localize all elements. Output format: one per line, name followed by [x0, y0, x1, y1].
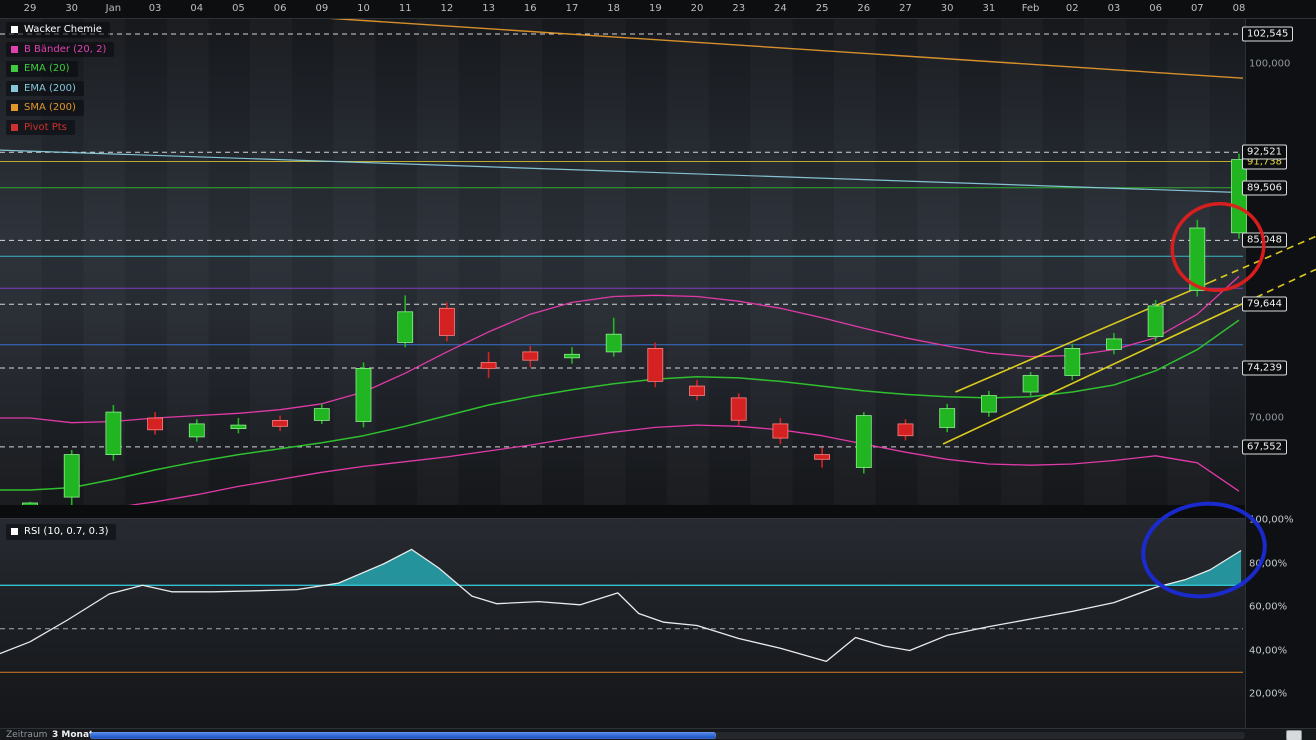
legend-swatch-icon [11, 26, 18, 33]
time-tick: 30 [65, 3, 79, 14]
time-tick: 23 [732, 3, 746, 14]
bottom-toolbar: Zeitraum 3 Monate [0, 728, 1316, 740]
timeline-scrollbar-track[interactable] [90, 732, 1245, 739]
bottom-right-button[interactable] [1286, 730, 1302, 740]
legend-swatch-icon [11, 528, 18, 535]
time-tick: 06 [1149, 3, 1162, 14]
rsi-panel-background [0, 518, 1245, 729]
legend-item[interactable]: EMA (20) [6, 61, 78, 77]
time-tick: 17 [565, 3, 579, 14]
legend-label: B Bänder (20, 2) [24, 43, 107, 55]
time-tick: 26 [857, 3, 871, 14]
time-tick: 29 [23, 3, 37, 14]
legend-swatch-icon [11, 84, 18, 92]
time-tick: 31 [982, 3, 996, 14]
main-chart-grid-stripes [0, 18, 1245, 505]
time-tick: 18 [607, 3, 621, 14]
legend-item[interactable]: Wacker Chemie [6, 22, 110, 38]
timeframe-value[interactable]: 3 Monate [52, 730, 100, 740]
rsi-legend: RSI (10, 0.7, 0.3) [6, 524, 117, 544]
legend-swatch-icon [11, 45, 18, 53]
legend-item[interactable]: B Bänder (20, 2) [6, 41, 115, 57]
time-tick: Jan [105, 3, 122, 14]
main-legend: Wacker Chemie B Bänder (20, 2) EMA (20) EMA… [6, 22, 115, 139]
time-tick: 10 [357, 3, 370, 14]
time-tick: 07 [1190, 3, 1204, 14]
time-tick: 04 [190, 3, 204, 14]
time-axis[interactable]: 29 30 Jan 03 04 05 06 09 10 11 12 13 16 17 18 19 20 23 24 2… [0, 0, 1316, 19]
timeline-scrollbar-thumb[interactable] [90, 732, 716, 739]
time-tick: 30 [940, 3, 954, 14]
legend-swatch-icon [11, 65, 18, 72]
time-tick: 12 [440, 3, 454, 14]
time-tick: Feb [1021, 3, 1040, 14]
time-tick: 03 [148, 3, 162, 14]
legend-item[interactable]: Pivot Pts [6, 119, 75, 135]
legend-swatch-icon [11, 123, 18, 131]
time-tick: 16 [523, 3, 537, 14]
time-tick: 02 [1065, 3, 1079, 14]
legend-item[interactable]: SMA (200) [6, 100, 84, 116]
main-chart-background [0, 18, 1245, 505]
time-tick: 08 [1232, 3, 1246, 14]
legend-item[interactable]: EMA (200) [6, 80, 84, 96]
legend-label: EMA (20) [24, 63, 70, 74]
time-tick: 09 [315, 3, 329, 14]
time-tick: 20 [690, 3, 704, 14]
time-tick: 27 [899, 3, 912, 14]
panel-splitter[interactable]: ↕ [0, 505, 1245, 518]
time-tick: 11 [398, 3, 412, 14]
legend-label: RSI (10, 0.7, 0.3) [24, 526, 109, 537]
time-tick: 05 [232, 3, 245, 14]
legend-label: EMA (200) [24, 82, 76, 94]
legend-label: Pivot Pts [24, 121, 67, 133]
time-tick: 06 [273, 3, 287, 14]
legend-label: Wacker Chemie [24, 24, 102, 35]
legend-swatch-icon [11, 104, 18, 111]
time-tick: 25 [815, 3, 829, 14]
time-tick: 03 [1107, 3, 1121, 14]
time-tick: 24 [774, 3, 787, 14]
legend-item[interactable]: RSI (10, 0.7, 0.3) [6, 524, 117, 540]
timeframe-label: Zeitraum [6, 730, 48, 740]
time-tick: 19 [648, 3, 662, 14]
time-tick: 13 [482, 3, 495, 14]
legend-label: SMA (200) [24, 102, 76, 113]
